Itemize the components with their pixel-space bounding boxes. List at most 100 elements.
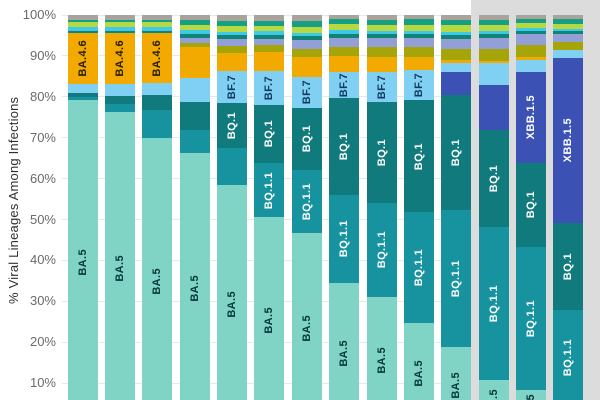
segment-ba-5: BA.5 xyxy=(67,100,98,400)
segment-xbb xyxy=(515,23,546,29)
segment-label: BA.5 xyxy=(338,340,351,367)
segment-ba-2-75 xyxy=(441,49,472,61)
segment-label: BQ.1.1 xyxy=(338,220,351,258)
bar: BA.5 BQ.1.1 BQ.1 xyxy=(441,0,472,400)
segment-ba-2 xyxy=(67,20,98,23)
segment-label: BQ.1.1 xyxy=(412,248,425,287)
segment-ba-5: BA.5 xyxy=(366,296,397,400)
segment-label: BQ.1.1 xyxy=(450,260,463,298)
segment-other xyxy=(329,15,360,20)
segment-bf-7 xyxy=(179,78,210,103)
segment-bm-1-1-1 xyxy=(67,30,98,34)
segment-bq-1-1 xyxy=(179,130,210,153)
segment-ba-4-6 xyxy=(329,56,360,72)
segment-label: BF.7 xyxy=(226,74,239,99)
segment-label: BQ.1.1 xyxy=(487,284,500,322)
segment-bf-7 xyxy=(553,49,584,59)
segment-bn-1 xyxy=(254,38,285,46)
segment-bq-1 xyxy=(105,95,136,104)
segment-bq-1: BQ.1 xyxy=(366,101,397,203)
segment-bq-1: BQ.1 xyxy=(441,94,472,211)
segment-label: BF.7 xyxy=(338,72,351,98)
segment-xbb xyxy=(403,24,434,31)
segment-label: BQ.1 xyxy=(562,252,575,281)
segment-ba-2-75-2 xyxy=(478,31,509,35)
bar: BA.5 BQ.1.1 BQ.1 BF.7 xyxy=(291,0,322,400)
segment-bq-1: BQ.1 xyxy=(217,102,248,149)
segment-ba-2 xyxy=(515,19,546,24)
segment-xbb-1-5 xyxy=(441,71,472,95)
segment-bf-7 xyxy=(67,84,98,94)
bar: BA.5 BQ.1.1 BQ.1 XBB.1.5 xyxy=(515,0,546,400)
segment-other xyxy=(291,15,322,22)
segment-bm-1-1-1 xyxy=(142,30,173,34)
segment-bm-1-1-1 xyxy=(179,33,210,38)
segment-ba-2-75-2 xyxy=(366,31,397,35)
segment-xbb xyxy=(217,26,248,32)
segment-ba-4-6 xyxy=(291,56,322,77)
segment-bq-1: BQ.1 xyxy=(553,222,584,310)
segment-bn-1 xyxy=(478,37,509,50)
segment-ba-5: BA.5 xyxy=(105,112,136,400)
segment-other xyxy=(254,15,285,21)
segment-bf-7 xyxy=(142,83,173,95)
segment-ba-5: BA.5 xyxy=(403,323,434,400)
segment-ba-2-75-2 xyxy=(291,33,322,37)
segment-ba-4-6: BA.4.6 xyxy=(142,33,173,83)
segment-ba-2-75-2 xyxy=(254,31,285,35)
segment-bn-1 xyxy=(179,37,210,43)
segment-label: BQ.1 xyxy=(524,191,537,219)
segment-label: BA.4.6 xyxy=(114,40,127,77)
segment-ba-4-6 xyxy=(254,52,285,72)
segment-ba-2-75-2 xyxy=(441,31,472,36)
segment-bq-1: BQ.1 xyxy=(291,107,322,171)
segment-bq-1 xyxy=(142,94,173,110)
segment-label: BA.5 xyxy=(114,254,127,282)
segment-label: BQ.1 xyxy=(487,164,500,193)
segment-bq-1 xyxy=(179,102,210,131)
segment-ba-2-75 xyxy=(515,45,546,57)
segment-bq-1-1 xyxy=(67,97,98,101)
segment-label: BA.5 xyxy=(151,267,164,295)
y-tick-label: 70% xyxy=(29,129,56,145)
segment-ba-2-75 xyxy=(478,49,509,61)
segment-label: BQ.1.1 xyxy=(300,182,313,221)
bar: BA.5 BQ.1.1 BQ.1 xyxy=(478,0,509,400)
segment-bn-1 xyxy=(515,33,546,46)
segment-bm-1-1-1 xyxy=(441,35,472,39)
segment-label: BQ.1.1 xyxy=(524,299,537,338)
segment-ba-5: BA.5 xyxy=(254,217,285,400)
y-tick-label: 100% xyxy=(22,7,56,23)
segment-ba-2 xyxy=(254,20,285,26)
segment-label: BQ.1 xyxy=(226,111,239,140)
segment-label: BQ.1.1 xyxy=(562,338,575,377)
segment-other xyxy=(105,15,136,21)
segment-xbb xyxy=(366,24,397,32)
segment-other xyxy=(403,15,434,20)
segment-label: BA.5 xyxy=(226,291,239,318)
segment-bq-1: BQ.1 xyxy=(515,163,546,247)
segment-bq-1-1: BQ.1.1 xyxy=(553,309,584,400)
segment-label: XBB.1.5 xyxy=(562,118,575,163)
segment-label: BA.5 xyxy=(525,394,537,400)
segment-bm-1-1-1 xyxy=(329,33,360,38)
segment-xbb xyxy=(329,24,360,31)
segment-ba-5: BA.5 xyxy=(441,347,472,400)
y-tick-label: 90% xyxy=(29,47,56,63)
segment-label: BA.5 xyxy=(188,275,201,302)
segment-bq-1-1: BQ.1.1 xyxy=(366,202,397,297)
segment-bq-1-1: BQ.1.1 xyxy=(254,163,285,218)
segment-ba-5: BA.5 xyxy=(478,379,509,400)
segment-xbb xyxy=(478,25,509,32)
segment-label: BF.7 xyxy=(263,75,276,101)
bar: BQ.1.1 BQ.1 XBB.1.5 xyxy=(553,0,584,400)
segment-bf-7 xyxy=(441,62,472,72)
segment-label: BA.4.6 xyxy=(151,39,164,77)
segment-ba-2-75 xyxy=(366,47,397,57)
segment-bf-7: BF.7 xyxy=(254,71,285,106)
segment-bq-1-1: BQ.1.1 xyxy=(291,170,322,234)
segment-bf-7: BF.7 xyxy=(403,70,434,101)
segment-label: BQ.1 xyxy=(300,125,313,153)
segment-bm-1-1-1 xyxy=(291,36,322,41)
segment-bq-1: BQ.1 xyxy=(478,130,509,227)
